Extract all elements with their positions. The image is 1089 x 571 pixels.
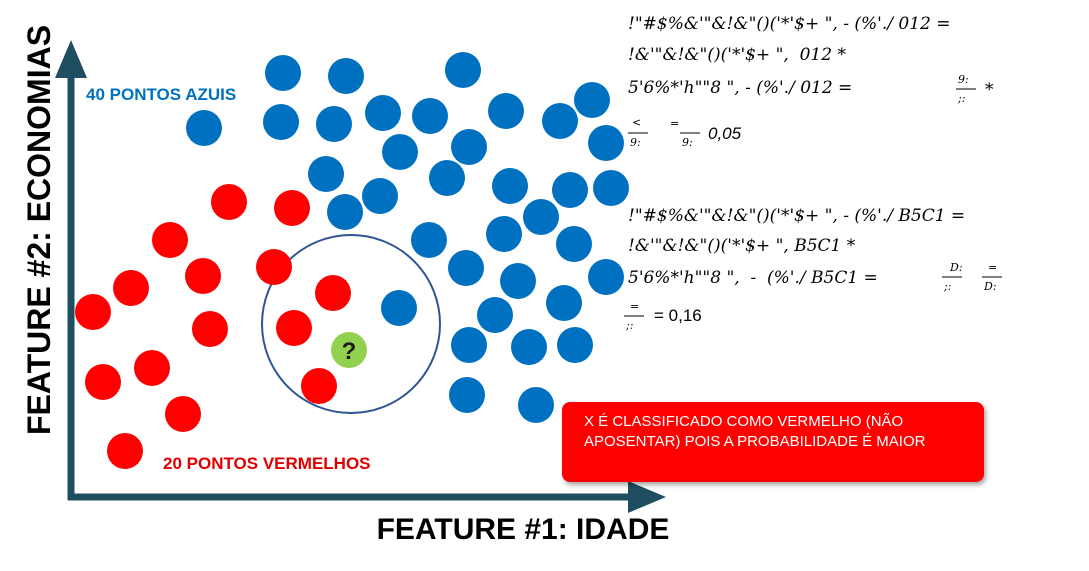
blue-point xyxy=(546,285,582,321)
blue-formula-line-2: !&'"&!&"()('*'$+ ", 012 * xyxy=(628,45,846,65)
red-point xyxy=(75,294,111,330)
blue-point xyxy=(593,170,629,206)
red-formula-line-1: !"#$%&'"&!&"()('*'$+ ", - (%'./ B5C1 = xyxy=(628,206,966,226)
blue-point xyxy=(492,168,528,204)
red-formula-line-4-den: ;: xyxy=(626,319,634,332)
blue-formula-frac-den: ;: xyxy=(958,92,966,105)
blue-point xyxy=(449,377,485,413)
blue-point xyxy=(486,216,522,252)
y-axis-arrow xyxy=(55,40,87,78)
blue-point xyxy=(557,327,593,363)
blue-point xyxy=(523,199,559,235)
red-count-label: 20 PONTOS VERMELHOS xyxy=(163,454,371,473)
blue-formula-line-1: !"#$%&'"&!&"()('*'$+ ", - (%'./ 012 = xyxy=(628,14,951,34)
blue-point xyxy=(328,58,364,94)
blue-point xyxy=(316,106,352,142)
blue-point xyxy=(511,329,547,365)
blue-point xyxy=(381,290,417,326)
blue-point xyxy=(265,55,301,91)
red-point xyxy=(165,396,201,432)
blue-point xyxy=(451,327,487,363)
classification-result-box: X É CLASSIFICADO COMO VERMELHO (NÃO APOS… xyxy=(562,402,984,482)
red-point xyxy=(256,249,292,285)
blue-point xyxy=(263,104,299,140)
blue-point xyxy=(186,110,222,146)
red-probability-result: = 0,16 xyxy=(654,306,702,325)
blue-points-group xyxy=(186,52,629,423)
red-formula-line-2: !&'"&!&"()('*'$+ ", B5C1 * xyxy=(628,236,856,256)
blue-formula-line-4-den2: 9: xyxy=(682,136,693,149)
red-points-group xyxy=(75,184,351,469)
red-point xyxy=(113,270,149,306)
red-point xyxy=(211,184,247,220)
blue-point xyxy=(477,297,513,333)
red-formula-frac-b-num: = xyxy=(988,261,998,274)
x-axis-arrow xyxy=(628,481,666,513)
neighborhood-circle xyxy=(261,234,441,414)
blue-point xyxy=(308,156,344,192)
red-formula-frac-den: ;: xyxy=(944,280,952,293)
red-point xyxy=(134,350,170,386)
blue-point xyxy=(327,194,363,230)
blue-point xyxy=(445,52,481,88)
blue-formula-line-4-den: 9: xyxy=(630,136,641,149)
red-point xyxy=(85,364,121,400)
blue-point xyxy=(362,178,398,214)
x-axis-label: FEATURE #1: IDADE xyxy=(377,513,670,546)
blue-count-label: 40 PONTOS AZUIS xyxy=(86,85,236,104)
blue-formula-line-3: 5'6%*'h""8 ", - (%'./ 012 = xyxy=(628,78,853,98)
blue-point xyxy=(429,160,465,196)
blue-point xyxy=(412,98,448,134)
blue-point xyxy=(552,172,588,208)
blue-point xyxy=(542,103,578,139)
unknown-point-label: ? xyxy=(342,338,357,365)
blue-point xyxy=(556,226,592,262)
red-formula-frac-num: D: xyxy=(950,261,963,274)
red-point xyxy=(315,275,351,311)
blue-point xyxy=(518,387,554,423)
red-formula-line-4-num: = xyxy=(630,300,640,313)
blue-probability-result: 0,05 xyxy=(708,124,742,143)
blue-formula-frac-num: 9: xyxy=(958,73,969,86)
blue-point xyxy=(500,263,536,299)
y-axis-label: FEATURE #2: ECONOMIAS xyxy=(21,25,57,435)
red-point xyxy=(192,311,228,347)
blue-point xyxy=(488,93,524,129)
red-point xyxy=(274,190,310,226)
red-point xyxy=(301,368,337,404)
blue-formula-line-4-mid: = xyxy=(670,117,680,130)
red-point xyxy=(276,310,312,346)
blue-point xyxy=(382,134,418,170)
red-point xyxy=(185,258,221,294)
red-formula-frac-b-den: D: xyxy=(984,280,997,293)
blue-point xyxy=(588,259,624,295)
red-point xyxy=(107,433,143,469)
blue-formula-line-3-tail: * xyxy=(985,80,994,100)
red-formula-line-3: 5'6%*'h""8 ", - (%'./ B5C1 = xyxy=(628,268,878,288)
blue-point xyxy=(574,82,610,118)
classification-result-text: X É CLASSIFICADO COMO VERMELHO (NÃO APOS… xyxy=(584,413,926,450)
blue-point xyxy=(588,125,624,161)
blue-point xyxy=(451,129,487,165)
blue-formula-line-4-lead: < xyxy=(632,116,642,129)
blue-point xyxy=(411,222,447,258)
red-point xyxy=(152,222,188,258)
unknown-point xyxy=(331,332,367,368)
blue-point xyxy=(448,250,484,286)
blue-point xyxy=(365,95,401,131)
